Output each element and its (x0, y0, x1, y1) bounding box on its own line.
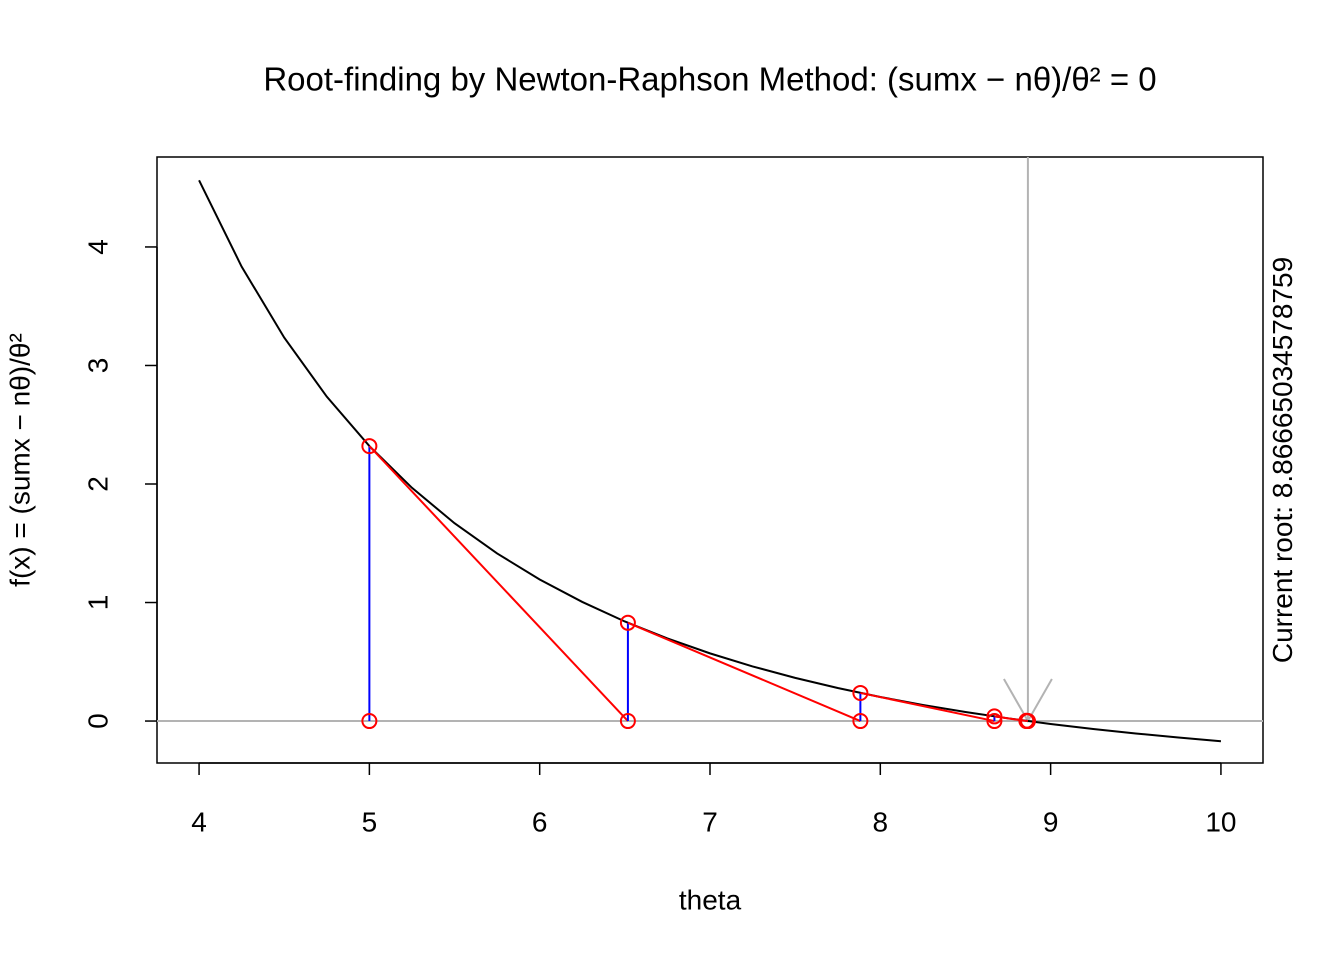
base-point (361, 713, 378, 730)
base-point (986, 713, 1003, 730)
x-axis-label: theta (679, 884, 742, 915)
tangent-step (627, 621, 861, 722)
x-tick-label: 5 (362, 806, 378, 837)
iterate-point (852, 684, 869, 701)
iterate-point (986, 708, 1003, 725)
y-tick-label: 2 (82, 476, 113, 492)
y-tick-label: 1 (82, 595, 113, 611)
y-axis-label: f(x) = (sumx − nθ)/θ² (4, 333, 35, 587)
x-tick-label: 6 (532, 806, 548, 837)
x-tick-label: 4 (191, 806, 207, 837)
tangent-step (368, 445, 629, 722)
iterate-point (361, 438, 378, 455)
y-tick-label: 4 (82, 239, 113, 255)
root-value: 8.86665034578759 (1267, 257, 1298, 498)
iterate-point (619, 614, 636, 631)
root-label: Current root: 8.86665034578759 (1267, 257, 1298, 663)
base-point (619, 713, 636, 730)
chart-title: Root-finding by Newton-Raphson Method: (… (263, 61, 1156, 98)
plot-frame (156, 156, 1264, 764)
y-tick-label: 3 (82, 358, 113, 374)
x-tick-label: 7 (702, 806, 718, 837)
x-tick-label: 8 (873, 806, 889, 837)
tangent-step (860, 691, 995, 723)
x-tick-label: 10 (1205, 806, 1236, 837)
iterate-point (1019, 713, 1036, 730)
root-label-text: Current root: (1267, 506, 1298, 663)
base-point (852, 713, 869, 730)
y-tick-label: 0 (82, 713, 113, 729)
x-tick-label: 9 (1043, 806, 1059, 837)
